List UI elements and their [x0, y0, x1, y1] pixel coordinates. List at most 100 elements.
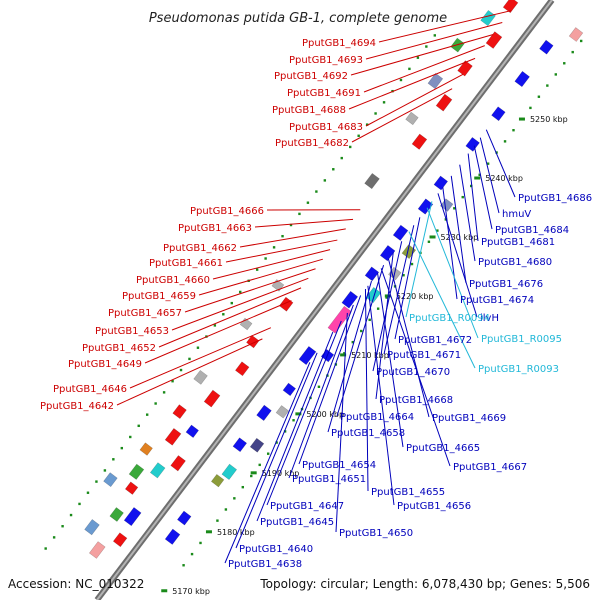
left-leader-line	[184, 268, 316, 313]
right-leader-line	[224, 362, 311, 564]
tick-dot	[103, 469, 107, 472]
right-leader-line	[450, 175, 467, 284]
axis-tick-mark	[295, 412, 302, 416]
tick-dot	[182, 564, 185, 567]
gene-feature	[502, 0, 519, 14]
left-leader-line	[351, 88, 453, 143]
tick-dot	[52, 536, 56, 539]
tick-dot	[529, 106, 532, 110]
tick-dot	[368, 318, 371, 322]
axis-tick-label: 5200 kbp	[306, 410, 344, 419]
tick-dot	[512, 129, 515, 132]
tick-dot	[44, 547, 47, 550]
tick-dot	[78, 502, 81, 506]
gene-feature	[256, 404, 272, 421]
tick-dot	[563, 62, 566, 65]
left-leader-line	[144, 300, 292, 364]
genome-backbone	[94, 0, 555, 600]
tick-dot	[571, 50, 574, 54]
right-leader-line	[405, 201, 433, 318]
gene-feature	[103, 472, 118, 488]
tick-dot	[199, 541, 202, 545]
tick-dot	[216, 519, 219, 522]
right-gene-label: PputGB1_4681	[481, 237, 555, 248]
right-gene-label: PputGB1_4655	[371, 487, 445, 498]
tick-dot	[137, 424, 140, 428]
right-leader-line	[479, 137, 500, 214]
tick-dot	[250, 474, 253, 478]
left-leader-line	[116, 338, 263, 406]
axis-tick-label: 5170 kbp	[172, 587, 210, 596]
left-gene-label: PputGB1_4692	[274, 71, 348, 82]
tick-dot	[112, 458, 115, 461]
left-leader-line	[171, 277, 309, 331]
left-leader-line	[365, 22, 503, 60]
tick-dot	[272, 246, 276, 249]
gene-feature	[341, 290, 359, 309]
right-gene-label: PputGB1_4676	[469, 279, 543, 290]
left-gene-label: PputGB1_4682	[275, 138, 349, 149]
right-gene-label: PputGB1_4651	[292, 474, 366, 485]
right-gene-label: PputGB1_4638	[228, 559, 302, 570]
left-leader-line	[212, 249, 331, 280]
gene-feature	[480, 9, 496, 27]
right-leader-line	[327, 280, 372, 433]
tick-dot	[258, 463, 261, 467]
right-gene-label: PputGB1_4647	[270, 501, 344, 512]
axis-tick-label: 5180 kbp	[217, 528, 255, 537]
tick-dot	[95, 480, 98, 483]
gene-feature	[465, 137, 480, 152]
tick-dot	[503, 140, 507, 143]
gene-feature	[278, 296, 294, 312]
right-leader-line	[336, 264, 385, 417]
gene-feature	[568, 27, 584, 42]
right-gene-label: PputGB1_4671	[387, 350, 461, 361]
gene-feature	[193, 369, 208, 385]
gene-feature	[282, 382, 296, 397]
left-gene-label: PputGB1_4662	[163, 243, 237, 254]
tick-dot	[213, 324, 217, 327]
tick-dot	[188, 357, 191, 361]
right-gene-label: hmuV	[502, 209, 531, 220]
right-gene-label: PputGB1_4669	[432, 413, 506, 424]
right-gene-label: PputGB1_R0093	[478, 364, 559, 375]
gene-feature	[411, 133, 428, 150]
tick-dot	[408, 67, 411, 71]
left-leader-line	[378, 10, 512, 43]
tick-dot	[222, 313, 225, 316]
tick-dot	[224, 508, 228, 511]
gene-feature	[203, 389, 221, 408]
tick-dot	[349, 145, 352, 149]
right-leader-line	[459, 164, 476, 262]
tick-dot	[171, 379, 174, 383]
tick-dot	[453, 207, 456, 210]
tick-dot	[376, 307, 380, 310]
tick-dot	[343, 352, 346, 355]
gene-feature	[164, 427, 182, 446]
left-gene-label: PputGB1_4683	[289, 122, 363, 133]
tick-dot	[554, 73, 557, 76]
axis-tick-label: 5220 kbp	[396, 292, 434, 301]
tick-dot	[239, 290, 242, 294]
tick-dot	[230, 301, 233, 305]
tick-dot	[546, 84, 549, 87]
gene-feature	[164, 528, 181, 545]
gene-feature	[539, 39, 554, 55]
tick-dot	[579, 39, 583, 43]
right-gene-label: PputGB1_4664	[340, 412, 414, 423]
gene-features	[84, 0, 584, 559]
gene-feature	[84, 519, 100, 536]
gene-feature	[170, 455, 186, 472]
gene-feature	[139, 442, 153, 456]
tick-dot	[374, 112, 377, 115]
tick-dot	[283, 430, 287, 433]
label-leader-lines	[116, 10, 516, 564]
tick-dot	[433, 34, 437, 37]
right-gene-label: PputGB1_4658	[331, 428, 405, 439]
left-gene-label: PputGB1_4649	[68, 359, 142, 370]
tick-dot	[289, 223, 293, 227]
gene-feature	[417, 198, 434, 215]
gene-feature	[112, 532, 128, 548]
tick-dot	[416, 56, 420, 59]
